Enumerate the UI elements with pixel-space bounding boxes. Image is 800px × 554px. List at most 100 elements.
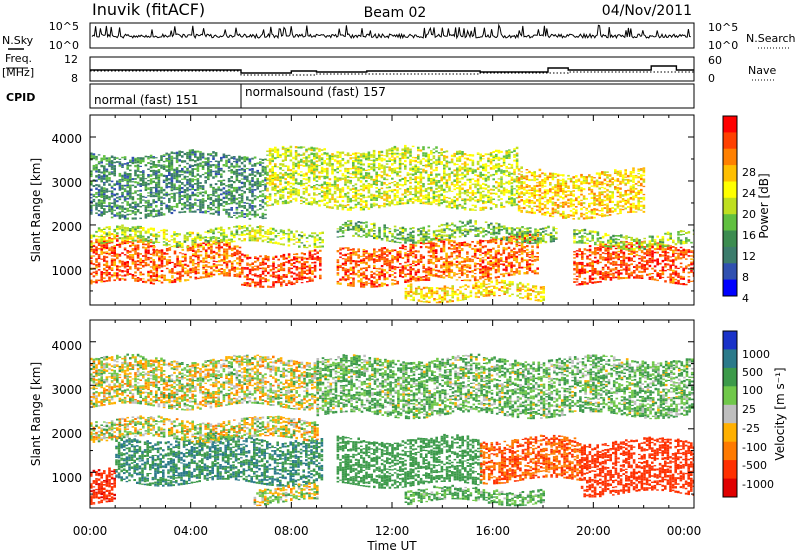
heatmap-cell <box>149 279 153 282</box>
heatmap-cell <box>648 251 652 254</box>
heatmap-cell <box>687 276 691 278</box>
heatmap-cell <box>341 223 345 226</box>
heatmap-cell <box>311 255 314 258</box>
heatmap-cell <box>422 241 425 244</box>
heatmap-cell <box>95 241 98 244</box>
heatmap-cell <box>555 238 558 240</box>
heatmap-cell <box>486 270 490 273</box>
heatmap-cell <box>209 196 213 199</box>
heatmap-cell <box>168 159 171 163</box>
heatmap-cell <box>116 180 119 183</box>
heatmap-cell <box>191 246 195 249</box>
heatmap-cell <box>196 235 200 238</box>
heatmap-cell <box>259 225 262 228</box>
heatmap-cell <box>531 270 534 273</box>
heatmap-cell <box>313 236 317 239</box>
heatmap-cell <box>352 229 355 231</box>
heatmap-cell <box>227 193 231 196</box>
heatmap-cell <box>116 157 119 159</box>
heatmap-cell <box>692 259 694 262</box>
heatmap-cell <box>305 178 308 181</box>
heatmap-cell <box>453 248 456 250</box>
heatmap-cell <box>194 150 197 154</box>
heatmap-cell <box>434 252 438 254</box>
heatmap-cell <box>170 212 174 215</box>
heatmap-cell <box>136 190 140 192</box>
heatmap-cell <box>300 275 304 277</box>
heatmap-cell <box>110 210 114 213</box>
heatmap-cell <box>669 245 672 247</box>
heatmap-cell <box>393 279 397 282</box>
heatmap-cell <box>679 246 683 249</box>
heatmap-cell <box>300 242 304 244</box>
heatmap-cell <box>539 242 542 244</box>
heatmap-cell <box>594 256 597 259</box>
heatmap-cell <box>175 154 179 156</box>
heatmap-cell <box>197 243 200 247</box>
heatmap-cell <box>276 179 280 181</box>
heatmap-cell <box>222 183 226 186</box>
heatmap-cell <box>393 236 397 239</box>
heatmap-cell <box>396 253 399 256</box>
heatmap-cell <box>594 268 597 270</box>
heatmap-cell <box>287 259 291 263</box>
heatmap-cell <box>144 231 148 234</box>
heatmap-cell <box>152 263 156 266</box>
heatmap-cell <box>123 235 127 238</box>
heatmap-cell <box>217 163 220 166</box>
heatmap-cell <box>388 228 392 230</box>
heatmap-cell <box>152 156 155 158</box>
heatmap-cell <box>181 207 184 211</box>
heatmap-cell <box>108 233 111 236</box>
heatmap-cell <box>240 240 244 242</box>
heatmap-cell <box>217 195 220 199</box>
heatmap-cell <box>289 149 293 151</box>
heatmap-cell <box>664 248 667 251</box>
heatmap-cell <box>274 163 277 166</box>
heatmap-cell <box>578 274 581 276</box>
heatmap-cell <box>277 242 280 245</box>
heatmap-cell <box>238 258 242 262</box>
heatmap-cell <box>523 250 526 252</box>
heatmap-cell <box>422 276 425 278</box>
heatmap-cell <box>251 207 254 210</box>
nsearch-axis-top: 10^5 <box>708 21 738 34</box>
heatmap-cell <box>186 279 190 281</box>
heatmap-cell <box>209 155 213 157</box>
heatmap-cell <box>264 209 267 211</box>
heatmap-cell <box>458 230 462 232</box>
heatmap-cell <box>92 195 96 198</box>
heatmap-cell <box>97 241 101 245</box>
freq-unit-label: [MHz] <box>2 66 34 79</box>
heatmap-cell <box>643 252 646 255</box>
heatmap-cell <box>429 274 433 277</box>
heatmap-cell <box>204 231 207 233</box>
heatmap-cell <box>178 201 181 204</box>
heatmap-cell <box>586 249 589 252</box>
heatmap-cell <box>100 213 103 215</box>
heatmap-cell <box>261 272 265 275</box>
heatmap-cell <box>425 231 428 234</box>
heatmap-cell <box>261 267 265 270</box>
heatmap-cell <box>142 183 145 185</box>
heatmap-cell <box>406 256 410 259</box>
nave-line <box>90 70 694 76</box>
heatmap-cell <box>191 178 194 180</box>
heatmap-cell <box>131 178 135 181</box>
heatmap-cell <box>640 243 644 246</box>
heatmap-cell <box>103 169 106 172</box>
heatmap-cell <box>243 160 246 163</box>
heatmap-cell <box>289 145 293 149</box>
heatmap-cell <box>162 238 166 240</box>
heatmap-cell <box>486 240 490 242</box>
heatmap-cell <box>271 148 274 150</box>
heatmap-cell <box>152 272 155 274</box>
heatmap-cell <box>202 272 205 275</box>
heatmap-cell <box>227 203 231 205</box>
heatmap-cell <box>471 271 474 273</box>
heatmap-cell <box>445 255 448 258</box>
heatmap-cell <box>235 179 239 182</box>
heatmap-cell <box>630 242 633 244</box>
heatmap-cell <box>134 178 137 180</box>
heatmap-cell <box>230 201 233 205</box>
